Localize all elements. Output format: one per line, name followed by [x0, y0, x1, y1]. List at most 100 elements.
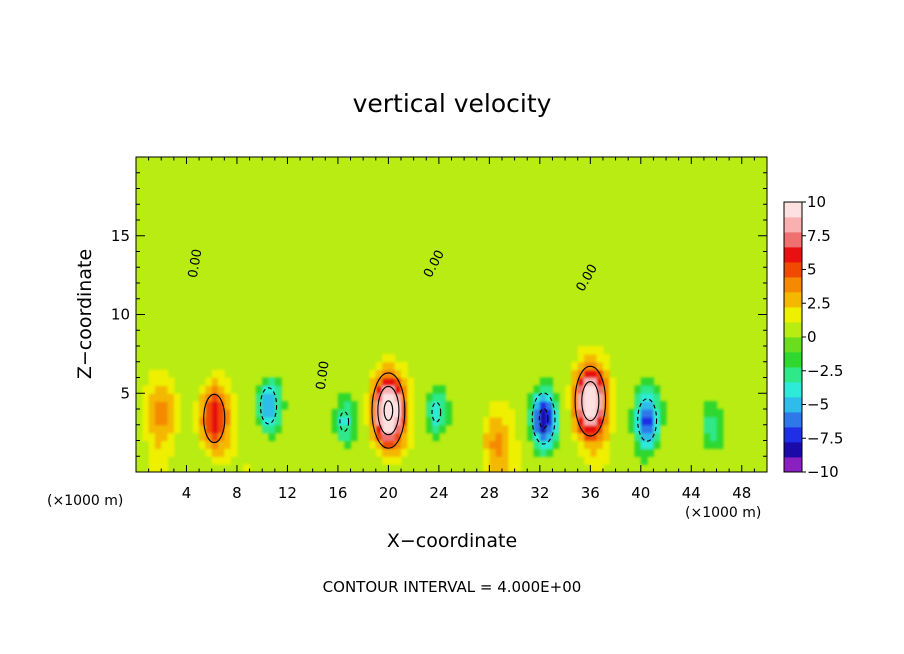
heatmap-cell — [350, 416, 358, 426]
heatmap-cell — [344, 440, 352, 449]
heatmap-cell — [211, 456, 219, 465]
heatmap-cell — [647, 377, 655, 386]
y-axis: 5 10 15 — [111, 172, 767, 457]
heatmap-cell — [388, 393, 396, 402]
heatmap-cell — [647, 440, 655, 449]
heatmap-cell — [596, 361, 604, 371]
heatmap-cell — [407, 401, 415, 410]
heatmap-cell — [590, 440, 598, 449]
y-tick-label: 10 — [111, 306, 130, 324]
heatmap-cell — [268, 393, 276, 402]
heatmap-cell — [577, 409, 585, 418]
contour-line — [339, 411, 350, 432]
heatmap-cell — [647, 432, 655, 442]
colorbar-swatch — [784, 217, 802, 233]
heatmap-cell — [224, 456, 232, 465]
contour-line — [581, 381, 600, 422]
heatmap-cell — [596, 385, 604, 394]
heatmap-cell — [161, 424, 169, 434]
heatmap-cell — [640, 416, 648, 426]
heatmap-cell — [602, 361, 610, 371]
heatmap-cell — [262, 424, 270, 434]
heatmap-cell — [596, 432, 604, 442]
heatmap-cell — [508, 416, 516, 426]
heatmap-cell — [388, 416, 396, 426]
heatmap-cell — [401, 361, 408, 371]
heatmap-cell — [394, 401, 402, 410]
heatmap-cell — [602, 456, 610, 465]
heatmap-cell — [394, 361, 402, 371]
heatmap-cell — [192, 409, 200, 418]
heatmap-cell — [211, 432, 219, 442]
heatmap-cell — [596, 456, 604, 465]
heatmap-cell — [653, 432, 661, 442]
heatmap-cell — [640, 393, 648, 402]
heatmap-cell — [154, 432, 162, 442]
heatmap-cell — [590, 346, 598, 355]
heatmap-cell — [438, 393, 446, 402]
heatmap-cell — [634, 432, 642, 442]
heatmap-cell — [167, 416, 175, 426]
heatmap-cell — [710, 424, 718, 434]
heatmap-cell — [161, 369, 169, 379]
heatmap-cell — [161, 440, 169, 449]
heatmap-cell — [489, 464, 497, 472]
contour-line — [574, 365, 607, 437]
heatmap-cell — [382, 424, 389, 434]
heatmap-cell — [514, 440, 522, 449]
heatmap-cell — [590, 377, 598, 386]
heatmap-cell — [501, 416, 509, 426]
heatmap-cell — [584, 432, 591, 442]
heatmap-cell — [363, 416, 371, 426]
heatmap-cell — [634, 393, 642, 402]
heatmap-cell — [640, 432, 648, 442]
heatmap-cell — [268, 401, 276, 410]
heatmap-cell — [394, 409, 402, 418]
heatmap-cell — [571, 432, 579, 442]
heatmap-cell — [148, 369, 156, 379]
heatmap-cell — [350, 432, 358, 442]
heatmap-cell — [167, 393, 175, 402]
heatmap-cell — [262, 409, 270, 418]
x-tick-label: 16 — [328, 484, 347, 502]
heatmap-cell — [584, 409, 591, 418]
heatmap-cell — [533, 432, 541, 442]
heatmap-cell — [716, 416, 724, 426]
heatmap-cell — [546, 401, 554, 410]
heatmap-cell — [192, 401, 200, 410]
heatmap-cell — [501, 409, 509, 418]
heatmap-cell — [344, 401, 352, 410]
heatmap-cell — [628, 409, 636, 418]
heatmap-cell — [432, 416, 440, 426]
heatmap-cell — [369, 377, 377, 386]
heatmap-cell — [602, 424, 610, 434]
heatmap-cell — [173, 401, 181, 410]
heatmap-cell — [590, 432, 598, 442]
contour-line — [377, 385, 400, 436]
heatmap-cell — [154, 385, 162, 394]
heatmap-cell — [224, 448, 232, 457]
heatmap-cell — [199, 416, 207, 426]
heatmap-cell — [388, 448, 396, 457]
heatmap-cell — [640, 409, 648, 418]
heatmap-cell — [205, 448, 213, 457]
heatmap-cell — [577, 353, 585, 363]
heatmap-cell — [634, 424, 642, 434]
heatmap-cell — [577, 361, 585, 371]
heatmap-cell — [609, 393, 617, 402]
heatmap-cell — [533, 424, 541, 434]
heatmap-cell — [571, 409, 579, 418]
heatmap-cell — [710, 416, 718, 426]
heatmap-cell — [142, 424, 150, 434]
heatmap-cell — [211, 409, 219, 418]
heatmap-cell — [552, 440, 560, 449]
heatmap-cell — [148, 385, 156, 394]
heatmap-cell — [659, 401, 667, 410]
heatmap-cell — [426, 416, 434, 426]
y-tick-label: 15 — [111, 227, 130, 245]
heatmap-cell — [268, 424, 276, 434]
heatmap-cell — [148, 377, 156, 386]
heatmap-cell — [350, 401, 358, 410]
heatmap-cell — [533, 401, 541, 410]
heatmap-cell — [205, 440, 213, 449]
